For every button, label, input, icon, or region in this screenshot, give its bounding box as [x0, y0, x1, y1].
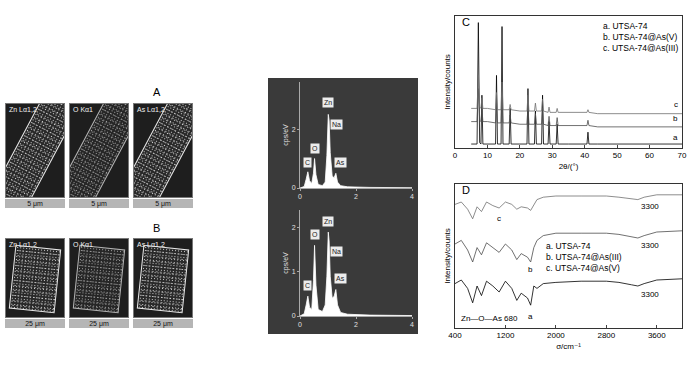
html-text:O Kα1: O Kα1: [73, 241, 93, 248]
html-text:5 μm: 5 μm: [155, 200, 171, 207]
svg-text:2800: 2800: [597, 331, 615, 340]
html-text:Zn Lα1,2: Zn Lα1,2: [9, 106, 37, 113]
svg-text:Zn: Zn: [324, 99, 332, 106]
svg-text:Intensity/counts: Intensity/counts: [443, 228, 452, 284]
svg-text:σ/cm⁻¹: σ/cm⁻¹: [556, 342, 581, 351]
svg-text:20: 20: [515, 151, 524, 160]
svg-text:3600: 3600: [648, 331, 666, 340]
svg-text:0: 0: [292, 184, 296, 191]
svg-text:Na: Na: [332, 121, 341, 128]
svg-text:0: 0: [298, 321, 302, 328]
svg-text:O: O: [312, 231, 318, 238]
html-text:25 μm: 25 μm: [89, 320, 109, 327]
svg-text:Zn: Zn: [324, 218, 332, 225]
svg-text:Zn—O—As 680: Zn—O—As 680: [461, 314, 518, 323]
html-text:C: C: [462, 16, 470, 28]
html-text:D: D: [462, 184, 470, 196]
svg-text:4: 4: [410, 193, 414, 200]
svg-text:60: 60: [645, 151, 654, 160]
svg-text:1: 1: [292, 268, 296, 275]
svg-text:cps/eV: cps/eV: [282, 252, 290, 274]
svg-text:Na: Na: [332, 248, 341, 255]
html-text:B: B: [153, 222, 161, 234]
svg-text:0: 0: [292, 312, 296, 319]
svg-text:a. UTSA-74b. UTSA-74@As(III)c.: a. UTSA-74b. UTSA-74@As(III)c. UTSA-74@A…: [546, 241, 622, 273]
svg-text:2000: 2000: [547, 331, 565, 340]
svg-text:a: a: [673, 133, 678, 142]
svg-text:0: 0: [298, 193, 302, 200]
svg-text:4: 4: [410, 321, 414, 328]
html-text:5 μm: 5 μm: [91, 200, 107, 207]
html-text:5 μm: 5 μm: [27, 200, 43, 207]
svg-text:50: 50: [613, 151, 622, 160]
svg-text:O: O: [312, 145, 318, 152]
svg-text:c: c: [497, 214, 501, 223]
svg-text:b: b: [673, 114, 678, 123]
svg-text:1200: 1200: [497, 331, 515, 340]
svg-text:2: 2: [292, 126, 296, 133]
html-text:A: A: [153, 86, 161, 98]
svg-text:a: a: [528, 312, 533, 321]
svg-text:3300: 3300: [641, 241, 659, 250]
svg-text:400: 400: [448, 331, 462, 340]
svg-text:3300: 3300: [641, 202, 659, 211]
svg-text:cps/eV: cps/eV: [282, 124, 290, 146]
svg-text:2: 2: [354, 321, 358, 328]
svg-text:70: 70: [678, 151, 687, 160]
svg-text:b: b: [528, 265, 533, 274]
svg-text:0: 0: [453, 151, 458, 160]
svg-text:2θ/(°): 2θ/(°): [559, 162, 579, 171]
svg-text:Intensity/counts: Intensity/counts: [443, 54, 452, 110]
html-text:Zn Lα1,2: Zn Lα1,2: [9, 241, 37, 248]
html-text:O Kα1: O Kα1: [73, 106, 93, 113]
svg-text:As: As: [336, 275, 345, 282]
svg-text:2: 2: [354, 193, 358, 200]
svg-text:40: 40: [580, 151, 589, 160]
svg-text:As: As: [336, 159, 345, 166]
svg-text:C: C: [305, 282, 310, 289]
svg-text:2: 2: [292, 224, 296, 231]
svg-text:C: C: [305, 159, 310, 166]
svg-text:c: c: [674, 100, 678, 109]
html-text:As Lα1,2: As Lα1,2: [137, 106, 165, 113]
html-text:As Lα1,2: As Lα1,2: [137, 241, 165, 248]
svg-text:10: 10: [483, 151, 492, 160]
svg-text:30: 30: [548, 151, 557, 160]
svg-text:3300: 3300: [641, 290, 659, 299]
html-text:25 μm: 25 μm: [153, 320, 173, 327]
svg-text:a. UTSA-74b. UTSA-74@As(V)c. U: a. UTSA-74b. UTSA-74@As(V)c. UTSA-74@As(…: [603, 21, 678, 53]
html-text:25 μm: 25 μm: [25, 320, 45, 327]
